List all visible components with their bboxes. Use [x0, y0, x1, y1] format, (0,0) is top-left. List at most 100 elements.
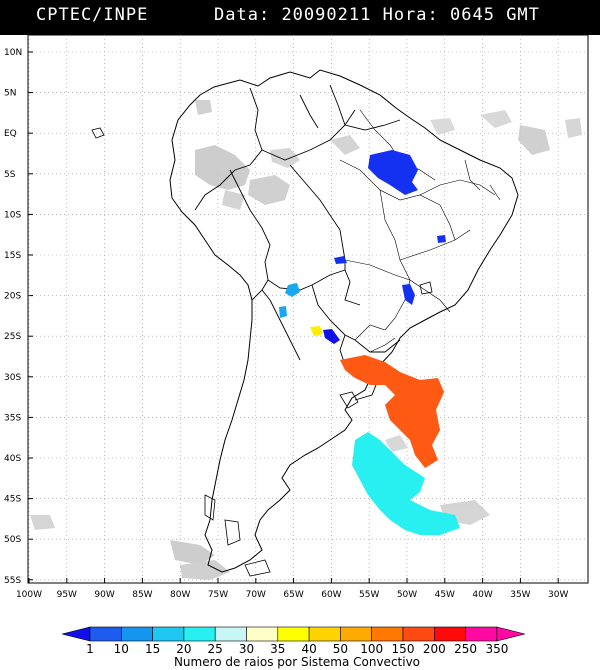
longitude-label: 50W	[397, 590, 417, 600]
latitude-label: 30S	[4, 373, 21, 383]
title-bar: CPTEC/INPE Data: 20090211 Hora: 0645 GMT	[0, 0, 600, 35]
latitude-label: 40S	[4, 454, 21, 464]
latitude-label: 55S	[4, 576, 21, 586]
legend-swatch	[183, 626, 216, 642]
cloud-patch	[30, 515, 55, 530]
legend-tick-label: 40	[301, 642, 316, 656]
cloud-patch	[565, 118, 582, 138]
cloud-patch	[385, 435, 408, 452]
latitude-label: 10S	[4, 210, 21, 220]
latitude-label: 45S	[4, 495, 21, 505]
legend-tick-label: 100	[360, 642, 383, 656]
system-blue-small-central	[334, 256, 347, 264]
time-value: 0645 GMT	[450, 5, 540, 25]
longitude-label: 95W	[57, 590, 77, 600]
cloud-patch	[518, 125, 550, 155]
longitude-label: 35W	[510, 590, 530, 600]
legend-tick-label: 20	[176, 642, 191, 656]
legend-swatch	[246, 626, 279, 642]
latitude-label: EQ	[4, 129, 17, 139]
cloud-patch	[195, 145, 250, 190]
legend-tick-label: 50	[333, 642, 348, 656]
cloud-patch	[330, 135, 360, 155]
legend-tick-label: 25	[208, 642, 223, 656]
system-dark-blue	[323, 329, 340, 344]
latitude-label: 5S	[4, 170, 16, 180]
longitude-label: 85W	[132, 590, 152, 600]
latitude-label: 5N	[4, 89, 16, 99]
legend-tick-label: 15	[145, 642, 160, 656]
legend-tick-label: 250	[454, 642, 477, 656]
legend-swatch	[89, 626, 122, 642]
system-sky-b	[279, 306, 287, 318]
system-sky-a	[285, 283, 300, 297]
legend-swatch	[277, 626, 310, 642]
cloud-patch	[195, 100, 212, 115]
cloud-patch	[430, 118, 455, 135]
legend-swatch	[433, 626, 466, 642]
legend-tick-label: 30	[239, 642, 254, 656]
latitude-label: 15S	[4, 251, 21, 261]
latitude-label: 20S	[4, 292, 21, 302]
legend-tick-label: 35	[270, 642, 285, 656]
legend-swatch	[308, 626, 341, 642]
legend-tick-label: 150	[392, 642, 415, 656]
longitude-label: 80W	[170, 590, 190, 600]
latitude-label: 50S	[4, 535, 21, 545]
system-blue-north	[368, 150, 418, 195]
longitude-label: 75W	[208, 590, 228, 600]
latitude-label: 10N	[4, 48, 22, 58]
islands	[91, 127, 433, 577]
latitude-labels: 10N 5N EQ 5S 10S 15S 20S 25S 30S 35S 40S 45S 50S 55S	[4, 48, 22, 586]
legend-arrow-right	[496, 626, 525, 642]
legend-tick-label: 350	[485, 642, 508, 656]
system-blue-small-east	[437, 235, 446, 243]
cloud-cover	[30, 100, 582, 580]
legend-arrow-left	[61, 626, 91, 642]
legend-swatch	[214, 626, 247, 642]
date-value: 20090211	[281, 5, 372, 25]
cloud-patch	[222, 190, 245, 210]
legend-swatch	[371, 626, 404, 642]
longitude-label: 70W	[246, 590, 266, 600]
system-orange	[340, 355, 444, 468]
system-blue-southeast	[402, 284, 415, 305]
legend-swatch	[152, 626, 185, 642]
longitude-label: 30W	[548, 590, 568, 600]
system-yellow	[310, 326, 323, 336]
longitude-label: 60W	[321, 590, 341, 600]
source-label: CPTEC/INPE	[36, 5, 149, 25]
legend-swatch	[402, 626, 435, 642]
legend-tick-labels: 1 10 15 20 25 30 35 40 50 100 150 200 250 350	[86, 642, 508, 656]
convective-systems	[279, 150, 460, 535]
south-america-coastline	[169, 69, 519, 573]
legend-swatch	[465, 626, 498, 642]
legend-swatch	[121, 626, 153, 642]
longitude-label: 40W	[472, 590, 492, 600]
longitude-labels: 100W 95W 90W 85W 80W 75W 70W 65W 60W 55W 50W 45W 40W…	[16, 590, 569, 600]
longitude-label: 100W	[16, 590, 42, 600]
country-borders	[194, 84, 401, 401]
system-cyan	[352, 432, 460, 535]
legend-caption: Numero de raios por Sistema Convectivo	[174, 655, 420, 669]
time-label: Hora:	[382, 5, 439, 25]
cloud-patch	[248, 175, 290, 205]
legend-tick-label: 1	[86, 642, 94, 656]
lightning-color-legend	[61, 626, 525, 642]
cloud-patch	[180, 560, 230, 580]
datetime-label: Data: 20090211 Hora: 0645 GMT	[214, 5, 540, 25]
cloud-patch	[270, 148, 300, 168]
longitude-label: 65W	[283, 590, 303, 600]
date-label: Data:	[214, 5, 271, 25]
longitude-label: 45W	[435, 590, 455, 600]
legend-tick-label: 200	[423, 642, 446, 656]
cloud-patch	[480, 110, 512, 128]
legend-tick-label: 10	[114, 642, 129, 656]
longitude-label: 55W	[359, 590, 379, 600]
latitude-label: 35S	[4, 413, 21, 423]
latitude-label: 25S	[4, 332, 21, 342]
longitude-label: 90W	[94, 590, 114, 600]
legend-swatch	[340, 626, 372, 642]
cloud-patch	[170, 540, 215, 565]
